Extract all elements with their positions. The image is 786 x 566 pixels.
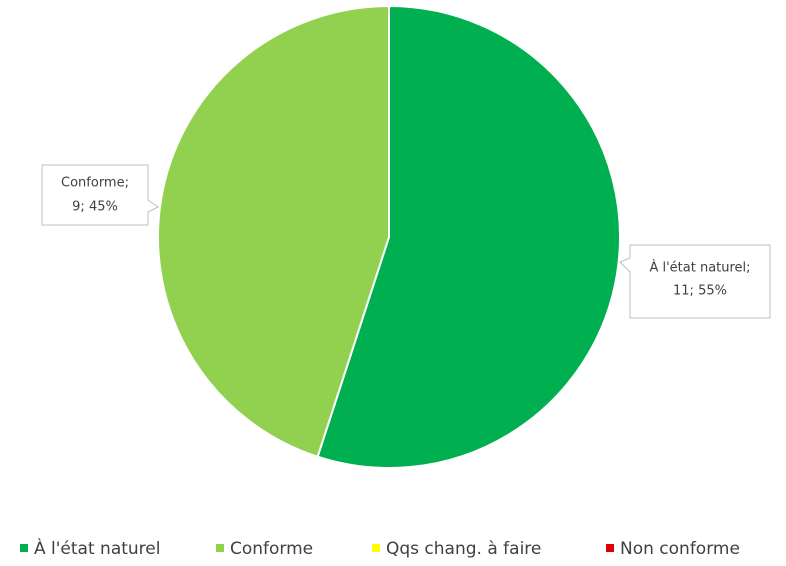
- callout-box: [41, 164, 159, 226]
- data-label: À l'état naturel;: [649, 260, 750, 276]
- pie-slice: [157, 4, 390, 458]
- data-label: Conforme;: [61, 176, 129, 191]
- pie-slice: [316, 4, 621, 469]
- legend-label: Qqs chang. à faire: [386, 539, 541, 559]
- data-label: 11; 55%: [673, 284, 727, 299]
- legend-label: Non conforme: [620, 539, 740, 559]
- data-label: 9; 45%: [72, 200, 118, 215]
- legend-label: Conforme: [230, 539, 313, 559]
- legend-swatch: [20, 544, 28, 552]
- legend-swatch: [216, 544, 224, 552]
- legend-swatch: [606, 544, 614, 552]
- legend-swatch: [372, 544, 380, 552]
- legend-label: À l'état naturel: [34, 537, 160, 559]
- callout-box: [619, 244, 771, 319]
